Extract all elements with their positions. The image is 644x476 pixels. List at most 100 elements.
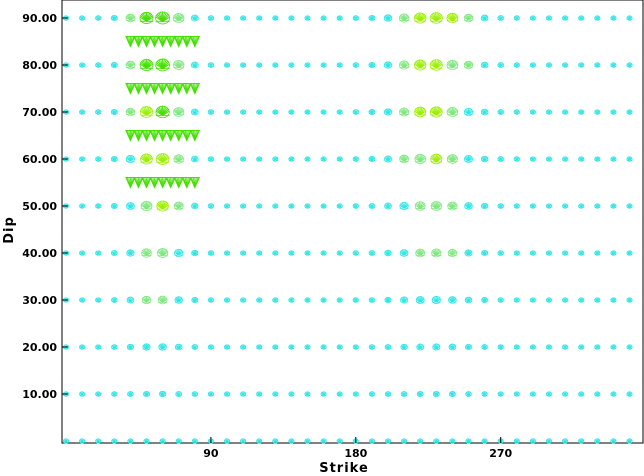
fan-glyph [141, 295, 152, 305]
fan-glyph [111, 391, 118, 397]
fan-glyph [399, 154, 409, 164]
fan-glyph [320, 391, 327, 397]
fan-glyph [272, 297, 279, 303]
fan-glyph [497, 62, 504, 68]
fan-glyph [448, 296, 457, 304]
fan-glyph [414, 106, 427, 118]
fan-glyph [481, 344, 488, 350]
fan-glyph [545, 203, 553, 209]
fan-glyph [336, 203, 343, 209]
fan-glyph [446, 106, 459, 117]
fan-glyph [594, 62, 601, 68]
triangle-glyph [181, 83, 193, 95]
fan-glyph [174, 343, 183, 351]
fan-glyph [431, 248, 442, 258]
fan-glyph [240, 109, 247, 115]
fan-glyph [240, 297, 247, 303]
fan-glyph [610, 297, 617, 303]
fan-glyph [288, 109, 295, 115]
y-tick-label: 30.00 [22, 294, 57, 307]
fan-glyph [432, 343, 441, 351]
fan-glyph [142, 343, 151, 351]
fan-glyph [256, 438, 263, 444]
fan-glyph [578, 156, 585, 162]
fan-glyph [368, 156, 376, 162]
y-tick-label: 20.00 [22, 341, 57, 354]
fan-glyph [272, 109, 279, 115]
fan-glyph [513, 15, 520, 21]
fan-glyph [384, 344, 392, 350]
fan-glyph [143, 390, 150, 398]
fan-glyph [430, 106, 443, 118]
plot-frame [61, 0, 644, 444]
fan-glyph [448, 343, 457, 351]
fan-glyph [626, 203, 633, 209]
fan-glyph [256, 203, 263, 209]
fan-glyph [545, 156, 553, 162]
fan-glyph [383, 108, 393, 116]
triangle-glyph [149, 177, 160, 189]
fan-glyph [384, 438, 392, 444]
fan-glyph [95, 391, 102, 397]
fan-glyph [288, 391, 295, 397]
triangle-glyph [133, 83, 144, 95]
fan-glyph [110, 156, 118, 162]
fan-glyph [173, 60, 185, 70]
fan-glyph [240, 391, 247, 397]
fan-glyph [384, 249, 392, 257]
fan-glyph [175, 438, 182, 444]
fan-glyph [336, 391, 343, 397]
fan-glyph [368, 203, 376, 209]
fan-glyph [480, 61, 489, 69]
fan-glyph [513, 344, 520, 350]
fan-glyph [594, 297, 601, 303]
fan-glyph [79, 344, 86, 350]
fan-glyph [383, 61, 393, 69]
fan-glyph [336, 15, 343, 21]
fan-glyph [304, 62, 311, 68]
fan-glyph [578, 438, 585, 444]
fan-glyph [594, 15, 601, 21]
fan-glyph [272, 438, 279, 444]
fan-glyph [545, 250, 553, 256]
fan-glyph [95, 203, 102, 209]
fan-glyph [562, 438, 569, 444]
fan-glyph [173, 201, 184, 211]
fan-glyph [463, 107, 474, 117]
fan-glyph [288, 438, 295, 444]
fan-glyph [562, 62, 569, 68]
fan-glyph [320, 250, 327, 256]
fan-glyph [446, 59, 459, 71]
fan-glyph [465, 438, 472, 444]
fan-glyph [240, 156, 247, 162]
fan-glyph [401, 438, 408, 444]
fan-glyph [384, 202, 392, 210]
fan-glyph [223, 438, 231, 444]
fan-glyph [578, 15, 585, 21]
fan-glyph [578, 344, 585, 350]
triangle-glyph [149, 36, 160, 48]
fan-glyph [398, 13, 410, 23]
fan-glyph [429, 59, 443, 71]
fan-glyph [79, 391, 86, 397]
fan-glyph [578, 250, 585, 256]
fan-glyph [417, 438, 424, 444]
fan-glyph [352, 109, 359, 115]
fan-glyph [626, 438, 633, 444]
triangle-glyph [181, 177, 193, 189]
fan-glyph [95, 297, 102, 303]
fan-glyph [529, 297, 536, 303]
fan-glyph [384, 391, 392, 397]
fan-glyph [320, 344, 327, 350]
fan-glyph [223, 156, 231, 162]
fan-glyph [207, 62, 215, 68]
fan-glyph [400, 391, 408, 397]
fan-glyph [191, 297, 199, 303]
fan-glyph [320, 156, 327, 162]
triangle-glyph [173, 83, 184, 95]
fan-glyph [562, 250, 569, 256]
fan-glyph [240, 344, 247, 350]
fan-glyph [110, 108, 118, 116]
fan-glyph [594, 344, 601, 350]
fan-glyph [497, 15, 504, 21]
